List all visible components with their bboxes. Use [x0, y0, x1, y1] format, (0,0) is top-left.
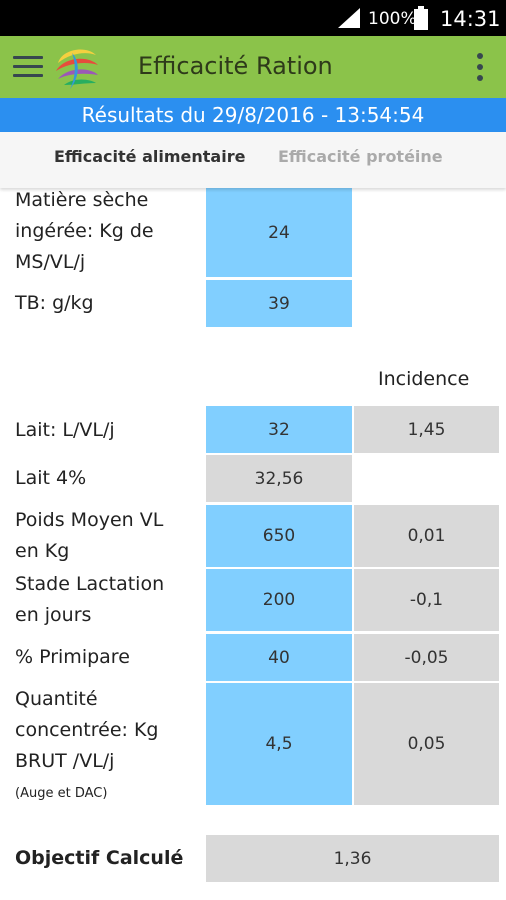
tb-label: TB: g/kg [15, 292, 94, 314]
poids-label-line1: Poids Moyen VL [15, 509, 164, 531]
more-vert-icon[interactable] [470, 50, 490, 84]
form-content: Matière sèche ingérée: Kg de MS/VL/j 24 … [0, 188, 506, 900]
stade-label-line1: Stade Lactation [15, 573, 165, 595]
poids-label-line2: en Kg [15, 540, 70, 562]
primipare-input[interactable]: 40 [206, 634, 352, 681]
status-bar: 100% 14:31 [0, 0, 506, 36]
battery-percentage: 100% [368, 9, 417, 29]
ms-label-line1: Matière sèche [15, 189, 149, 211]
lait4-label: Lait 4% [15, 467, 87, 489]
tab-efficacite-proteine[interactable]: Efficacité protéine [278, 147, 443, 166]
poids-input[interactable]: 650 [206, 505, 352, 567]
app-logo [56, 49, 98, 89]
lait-input[interactable]: 32 [206, 406, 352, 453]
lait-label: Lait: L/VL/j [15, 419, 115, 441]
objectif-label: Objectif Calculé [15, 847, 184, 869]
tb-input[interactable]: 39 [206, 280, 352, 327]
primipare-incidence: -0,05 [354, 634, 499, 681]
concentre-input[interactable]: 4,5 [206, 683, 352, 805]
results-timestamp-bar: Résultats du 29/8/2016 - 13:54:54 [0, 98, 506, 132]
concentre-incidence: 0,05 [354, 683, 499, 805]
concentre-note: (Auge et DAC) [15, 786, 108, 801]
tab-efficacite-alimentaire[interactable]: Efficacité alimentaire [54, 147, 246, 166]
poids-incidence: 0,01 [354, 505, 499, 567]
tab-bar: Efficacité alimentaire Efficacité protéi… [0, 132, 506, 188]
lait4-value: 32,56 [206, 455, 352, 502]
ms-input[interactable]: 24 [206, 188, 352, 277]
app-bar: Efficacité Ration [0, 36, 506, 98]
clock: 14:31 [440, 7, 501, 31]
stade-input[interactable]: 200 [206, 569, 352, 631]
battery-icon [414, 6, 428, 30]
primipare-label: % Primipare [15, 646, 130, 668]
concentre-label-line1: Quantité [15, 688, 98, 710]
ms-label-line3: MS/VL/j [15, 251, 86, 273]
concentre-label-line3: BRUT /VL/j [15, 750, 115, 772]
incidence-header: Incidence [378, 368, 470, 390]
hamburger-menu-icon[interactable] [13, 56, 43, 78]
stade-label-line2: en jours [15, 604, 92, 626]
concentre-label-line2: concentrée: Kg [15, 719, 159, 741]
lait-incidence: 1,45 [354, 406, 499, 453]
stade-incidence: -0,1 [354, 569, 499, 631]
app-title: Efficacité Ration [138, 52, 333, 80]
objectif-value: 1,36 [206, 835, 499, 882]
cell-signal-icon [338, 8, 360, 28]
ms-label-line2: ingérée: Kg de [15, 220, 154, 242]
